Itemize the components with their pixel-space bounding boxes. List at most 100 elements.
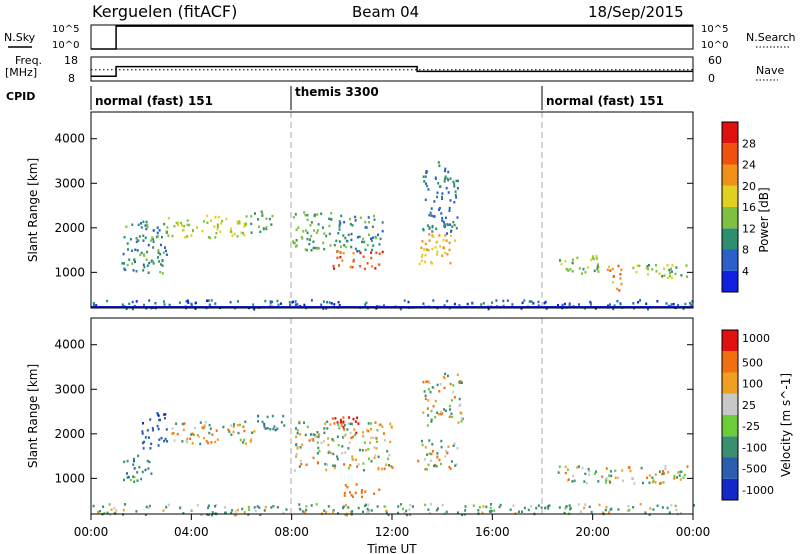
- data-cell: [609, 269, 612, 272]
- data-cell: [590, 258, 593, 262]
- data-cell: [427, 188, 430, 191]
- data-cell: [361, 240, 363, 244]
- data-cell: [442, 375, 445, 379]
- data-cell: [449, 261, 452, 265]
- data-cell: [667, 276, 670, 280]
- data-cell: [523, 299, 526, 302]
- data-cell: [619, 277, 622, 280]
- data-cell: [156, 231, 159, 235]
- data-cell: [365, 449, 368, 452]
- data-cell: [411, 505, 414, 508]
- data-cell: [453, 396, 456, 399]
- data-cell: [229, 301, 232, 304]
- data-cell: [336, 457, 339, 461]
- data-cell: [444, 449, 447, 453]
- data-cell: [567, 478, 570, 481]
- data-cell: [338, 425, 341, 429]
- data-cell: [333, 303, 336, 306]
- data-cell: [106, 511, 109, 515]
- data-cell: [523, 506, 526, 510]
- data-cell: [186, 235, 189, 238]
- data-cell: [143, 265, 146, 269]
- data-cell: [148, 504, 151, 508]
- data-cell: [436, 253, 438, 256]
- data-cell: [596, 265, 599, 268]
- data-cell: [184, 236, 187, 239]
- data-cell: [276, 299, 279, 303]
- data-cell: [571, 258, 574, 261]
- data-cell: [261, 214, 264, 217]
- data-cell: [683, 473, 686, 477]
- data-cell: [242, 425, 245, 428]
- data-cell: [357, 506, 360, 510]
- data-cell: [344, 451, 347, 454]
- data-cell: [186, 219, 189, 222]
- data-cell: [98, 510, 101, 513]
- data-cell: [314, 435, 317, 438]
- data-cell: [167, 503, 170, 507]
- data-cell: [385, 463, 388, 466]
- data-cell: [354, 219, 357, 222]
- data-cell: [364, 226, 367, 229]
- data-cell: [272, 504, 275, 508]
- data-cell: [444, 234, 447, 237]
- station-title: Kerguelen (fitACF): [92, 2, 237, 21]
- data-cell: [437, 182, 440, 185]
- data-cell: [367, 216, 370, 219]
- data-cell: [301, 237, 304, 240]
- data-cell: [338, 223, 341, 227]
- data-cell: [450, 234, 453, 238]
- data-cell: [380, 467, 383, 471]
- velocity-y-axis-label: Slant Range [km]: [26, 364, 40, 468]
- data-cell: [605, 506, 608, 509]
- data-cell: [656, 300, 659, 303]
- data-cell: [176, 224, 179, 227]
- data-cell: [370, 256, 373, 260]
- data-cell: [347, 233, 350, 237]
- data-cell: [216, 438, 219, 441]
- data-cell: [295, 452, 298, 456]
- data-cell: [457, 421, 460, 424]
- data-cell: [352, 252, 355, 255]
- nsky-label: N.Sky: [4, 31, 36, 44]
- data-cell: [370, 422, 373, 425]
- data-cell: [366, 262, 369, 265]
- data-cell: [148, 261, 151, 265]
- data-cell: [344, 236, 347, 240]
- data-cell: [378, 252, 381, 255]
- data-cell: [288, 301, 291, 304]
- data-cell: [199, 421, 202, 424]
- data-cell: [453, 239, 456, 242]
- data-cell: [341, 445, 344, 448]
- data-cell: [382, 432, 385, 435]
- data-cell: [591, 256, 594, 260]
- data-cell: [452, 444, 455, 447]
- data-cell: [135, 510, 138, 513]
- data-cell: [338, 240, 341, 243]
- data-cell: [315, 503, 318, 506]
- data-cell: [576, 256, 579, 260]
- data-cell: [350, 493, 353, 497]
- data-cell: [243, 429, 246, 433]
- data-cell: [361, 489, 363, 492]
- data-cell: [655, 270, 658, 273]
- data-cell: [561, 303, 564, 307]
- data-cell: [294, 300, 297, 303]
- data-cell: [131, 307, 134, 311]
- data-cell: [424, 468, 427, 471]
- data-cell: [370, 428, 372, 431]
- data-cell: [370, 460, 373, 463]
- data-cell: [618, 289, 621, 292]
- data-cell: [228, 430, 231, 433]
- data-cell: [405, 509, 408, 513]
- data-cell: [331, 438, 334, 441]
- data-cell: [425, 468, 428, 471]
- data-cell: [351, 510, 354, 513]
- data-cell: [317, 247, 320, 250]
- data-cell: [372, 244, 375, 247]
- data-cell: [422, 380, 425, 384]
- data-cell: [313, 246, 316, 250]
- data-cell: [451, 415, 454, 419]
- data-cell: [440, 212, 443, 215]
- data-cell: [351, 455, 354, 458]
